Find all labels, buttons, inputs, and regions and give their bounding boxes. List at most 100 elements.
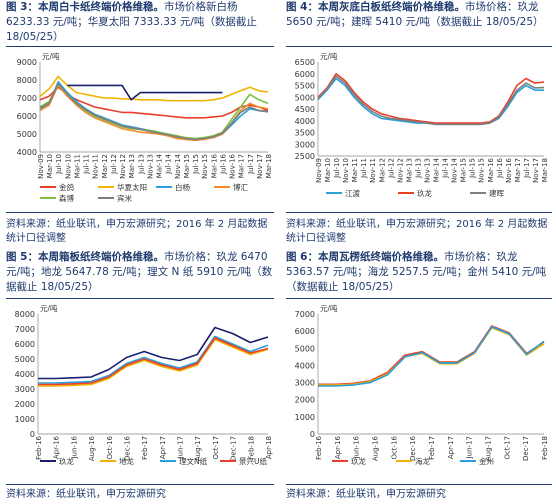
fig5-x-tick-label: Feb-17 xyxy=(141,436,149,460)
fig5-y-tick-label: 8000 xyxy=(15,310,35,319)
fig4-chart: 元/吨 2500 3000 3500 4000 4500 5000 5500 6000 6500 N… xyxy=(295,51,549,198)
fig3-x-tick-label: Jul-10 xyxy=(55,154,63,175)
fig3-legend-label: 宾米 xyxy=(117,193,132,203)
fig3-series-华夏太阳 xyxy=(39,75,269,102)
fig5-caption-body: 市场价格：玖龙 6470 元/吨；地龙 5647.78 元/吨；理文 N 纸 5… xyxy=(6,251,273,293)
fig4-legend-label: 建晖 xyxy=(489,188,504,198)
fig6-x-tick-label: Oct-16 xyxy=(390,435,398,459)
fig5-x-tick-label: Oct-16 xyxy=(106,435,114,459)
fig4-x-tick-label: Mar-16 xyxy=(487,157,495,182)
fig4-legend-label: 江渡 xyxy=(345,188,360,198)
fig6-chart: 元/吨 0 1000 2000 3000 4000 5000 6000 7000 Feb-16 Ap… xyxy=(295,303,549,466)
fig3-x-tick-label: Nov-13 xyxy=(146,154,154,179)
fig4-x-tick-label: Mar-10 xyxy=(324,158,332,182)
fig4-y-tick-label: 6000 xyxy=(295,70,315,79)
fig4-y-tick-label: 3500 xyxy=(295,129,315,138)
fig5-y-tick-label: 5000 xyxy=(15,355,35,364)
fig4-series-建晖 xyxy=(317,75,545,126)
fig6-x-tick-label: Feb-16 xyxy=(315,435,323,459)
fig3-x-tick-label: Jul-16 xyxy=(219,153,227,174)
fig4-x-tick-label: Jul-11 xyxy=(360,158,368,179)
fig3-x-tick-label: Nov-17 xyxy=(256,154,264,179)
fig4-x-tick-label: Nov-11 xyxy=(369,158,377,183)
fig6-y-tick-label: 3000 xyxy=(295,379,315,388)
fig3-x-tick-label: Nov-14 xyxy=(174,153,182,178)
fig3-legend-label: 金鸽 xyxy=(59,182,74,192)
fig3-x-tick-label: Nov-15 xyxy=(201,154,209,179)
fig5-caption: 图 5：本周箱板纸终端价格维稳。市场价格：玖龙 6470 元/吨；地龙 5647… xyxy=(6,250,278,295)
fig4-x-tick-label: Jul-16 xyxy=(496,157,504,178)
fig4-x-tick-label: Jul-14 xyxy=(442,157,450,178)
fig4-x-tick-label: Mar-12 xyxy=(378,158,386,182)
fig3-x-tick-label: Nov-12 xyxy=(119,154,127,179)
fig3-series-金鸽 xyxy=(39,86,269,119)
fig3-x-tick-label: Mar-16 xyxy=(210,153,218,178)
fig4-x-tick-label: Jul-12 xyxy=(387,158,395,179)
fig5-x-tick-label: Feb-18 xyxy=(247,436,255,460)
fig3-bottom-rule xyxy=(6,212,274,213)
fig4-caption-body: 市场价格：玖龙 5650 元/吨；建晖 5410 元/吨（数据截止 18/05/… xyxy=(286,1,544,28)
fig3-y-tick-label: 8000 xyxy=(17,76,37,85)
fig6-legend-label: 玖龙 xyxy=(351,456,366,466)
fig4-x-tick-label: Mar-14 xyxy=(433,157,441,182)
fig6-series-金州 xyxy=(318,326,545,387)
fig4-y-tick-label: 5000 xyxy=(295,93,315,102)
fig6-x-tick-label: Oct-17 xyxy=(503,436,511,460)
fig6-y-tick-label: 6000 xyxy=(295,327,315,336)
fig4-caption: 图 4：本周灰底白板纸终端价格维稳。市场价格：玖龙 5650 元/吨；建晖 54… xyxy=(286,0,552,30)
fig3-y-tick-label: 6000 xyxy=(17,112,37,121)
fig3-x-tick-label: Mar-13 xyxy=(128,154,136,178)
fig5-x-tick-label: Apr-18 xyxy=(265,436,273,459)
fig6-y-tick-label: 2000 xyxy=(295,396,315,405)
fig4-x-tick-label: Jul-17 xyxy=(523,158,531,179)
fig6-x-tick-label: Feb-18 xyxy=(541,436,549,460)
fig6-y-unit: 元/吨 xyxy=(320,303,338,313)
fig6-x-tick-label: Dec-17 xyxy=(522,436,530,461)
fig5-bottom-rule xyxy=(6,484,274,485)
fig6-legend-label: 海龙 xyxy=(415,456,430,466)
fig3-caption: 图 3：本周白卡纸终端价格维稳。市场价格新白杨 6233.33 元/吨；华夏太阳… xyxy=(6,0,278,45)
fig4-x-tick-label: Jul-13 xyxy=(414,158,422,179)
fig4-y-tick-label: 6500 xyxy=(295,58,315,67)
fig4-x-tick-label: Mar-18 xyxy=(541,158,549,182)
fig3-legend-label: 华夏太阳 xyxy=(117,182,147,192)
fig3-x-tick-label: Mar-15 xyxy=(183,154,191,178)
fig5-y-tick-label: 4000 xyxy=(15,370,35,379)
fig4-x-tick-label: Nov-15 xyxy=(478,158,486,183)
fig6-x-tick-label: Aug-16 xyxy=(372,435,380,461)
fig5-top-rule xyxy=(6,298,274,299)
fig5-source: 资料来源：纸业联讯，申万宏源研究 xyxy=(6,489,166,500)
fig6-caption: 图 6：本周瓦楞纸终端价格维稳。市场价格：玖龙 5363.57 元/吨；海龙 5… xyxy=(286,250,552,295)
fig3-title: 图 3：本周白卡纸终端价格维稳。 xyxy=(6,1,164,13)
fig4-y-tick-label: 3000 xyxy=(295,140,315,149)
fig4-y-tick-label: 5500 xyxy=(295,82,315,91)
fig5-y-tick-label: 6000 xyxy=(15,340,35,349)
fig5-title: 图 5：本周箱板纸终端价格维稳。 xyxy=(6,251,164,263)
fig5-x-tick-label: Dec-16 xyxy=(123,435,131,461)
fig6-x-tick-label: Aug-17 xyxy=(485,436,493,461)
fig4-x-tick-label: Nov-12 xyxy=(396,158,404,183)
fig6-y-tick-label: 0 xyxy=(310,430,315,439)
fig3-x-tick-label: Mar-11 xyxy=(73,154,81,178)
fig6-bottom-rule xyxy=(286,484,552,485)
fig4-y-tick-label: 4000 xyxy=(295,117,315,126)
fig3-top-rule xyxy=(6,46,274,47)
fig4-y-tick-label: 4500 xyxy=(295,105,315,114)
fig5-y-tick-label: 7000 xyxy=(15,325,35,334)
fig5-x-tick-label: Feb-16 xyxy=(35,435,43,459)
fig3-x-tick-label: Jul-14 xyxy=(165,153,173,174)
fig6-legend-label: 金州 xyxy=(479,456,494,466)
fig4-legend-label: 玖龙 xyxy=(417,188,432,198)
fig5-x-tick-label: Jun-17 xyxy=(177,436,185,459)
fig5-series-景兴U纸 xyxy=(38,337,269,386)
fig3-source: 资料来源：纸业联讯，申万宏源研究；2016 年 2 月起数据统计口径调整 xyxy=(6,219,268,244)
fig3-x-tick-label: Jul-13 xyxy=(137,154,145,175)
fig3-x-tick-label: Mar-18 xyxy=(265,154,273,178)
fig5-chart: 元/吨 0 1000 2000 3000 4000 5000 6000 7000 8000 Feb-… xyxy=(15,303,273,466)
fig6-x-tick-label: Apr-16 xyxy=(334,435,342,459)
fig3-x-tick-label: Mar-12 xyxy=(101,154,109,178)
fig5-legend-label: 地龙 xyxy=(119,456,134,466)
fig6-source: 资料来源：纸业联讯，申万宏源研究 xyxy=(286,489,446,500)
fig3-y-tick-label: 9000 xyxy=(17,58,37,67)
fig5-x-tick-label: Aug-16 xyxy=(88,435,96,461)
